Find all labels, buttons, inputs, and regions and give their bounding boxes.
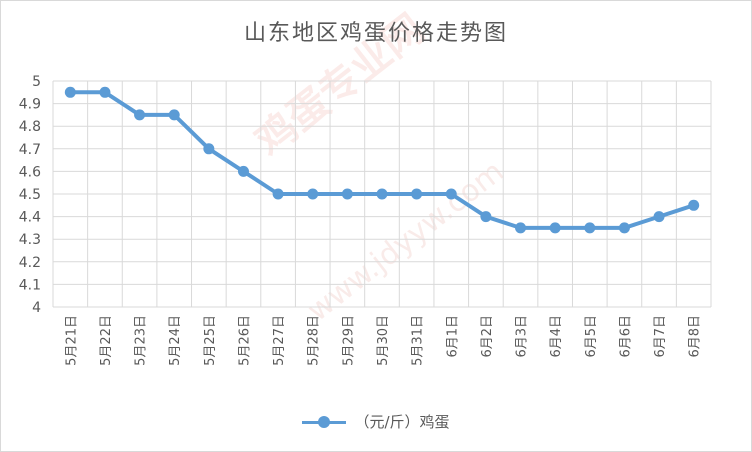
data-point: [584, 222, 596, 234]
data-point: [445, 188, 457, 200]
x-tick-label: 6月6日: [618, 315, 633, 358]
x-tick-label: 6月1日: [445, 315, 460, 358]
x-tick-label: 5月30日: [376, 315, 391, 366]
data-point: [237, 165, 249, 177]
y-tick-label: 4.7: [19, 142, 41, 158]
y-tick-label: 4.4: [19, 210, 41, 226]
data-point: [203, 143, 215, 155]
y-tick-label: 5: [32, 74, 41, 90]
y-tick-label: 4.1: [19, 277, 41, 293]
x-tick-label: 5月25日: [203, 315, 218, 366]
x-tick-label: 6月8日: [688, 315, 703, 358]
y-tick-label: 4.5: [19, 187, 41, 203]
data-point: [307, 188, 319, 200]
x-tick-label: 6月3日: [515, 315, 530, 358]
x-tick-label: 6月4日: [549, 315, 564, 358]
x-tick-label: 5月29日: [341, 315, 356, 366]
data-point: [341, 188, 353, 200]
data-point: [653, 211, 665, 223]
x-tick-label: 6月5日: [584, 315, 599, 358]
data-point: [688, 199, 700, 211]
data-point: [64, 86, 76, 98]
x-tick-label: 6月7日: [653, 315, 668, 358]
legend: （元/斤）鸡蛋: [1, 411, 751, 432]
data-point: [411, 188, 423, 200]
x-tick-label: 5月27日: [272, 315, 287, 366]
x-tick-label: 5月21日: [64, 315, 79, 366]
y-tick-label: 4.2: [19, 255, 41, 271]
data-point: [549, 222, 561, 234]
x-tick-label: 5月23日: [134, 315, 149, 366]
x-tick-label: 5月22日: [99, 315, 114, 366]
x-tick-label: 5月26日: [237, 315, 252, 366]
data-point: [99, 86, 111, 98]
legend-swatch: [302, 415, 347, 429]
y-tick-label: 4.3: [19, 232, 41, 248]
y-tick-label: 4: [32, 300, 41, 316]
y-tick-label: 4.8: [19, 119, 41, 135]
y-tick-label: 4.6: [19, 164, 41, 180]
x-tick-label: 5月31日: [411, 315, 426, 366]
series-line: [70, 90, 695, 230]
data-point: [376, 188, 388, 200]
legend-label: （元/斤）鸡蛋: [354, 413, 450, 431]
data-point: [515, 222, 527, 234]
y-tick-label: 4.9: [19, 97, 41, 113]
data-point: [272, 188, 284, 200]
x-tick-label: 5月24日: [168, 315, 183, 366]
data-point: [168, 109, 180, 121]
x-tick-label: 6月2日: [480, 315, 495, 358]
x-tick-label: 5月28日: [307, 315, 322, 366]
data-point: [134, 109, 146, 121]
chart-title: 山东地区鸡蛋价格走势图: [243, 21, 508, 46]
data-point: [480, 211, 492, 223]
data-point: [618, 222, 630, 234]
